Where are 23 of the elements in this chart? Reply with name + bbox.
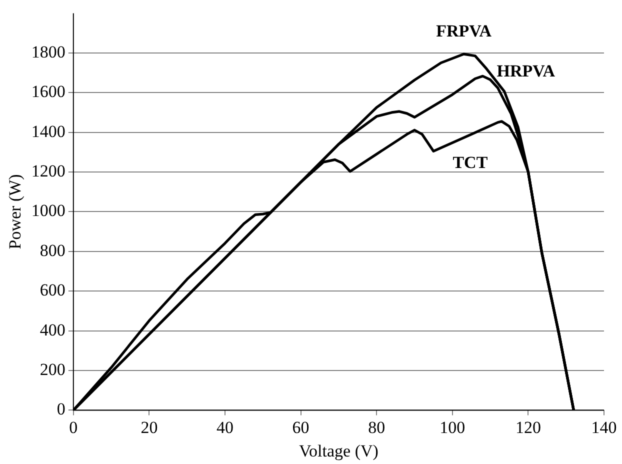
- x-tick-label: 20: [140, 418, 158, 437]
- y-tick-label: 400: [40, 320, 66, 340]
- y-tick-label: 1800: [31, 42, 66, 62]
- x-tick-label: 140: [591, 418, 617, 437]
- y-tick-label: 1600: [31, 82, 66, 102]
- y-axis-title: Power (W): [6, 174, 25, 250]
- x-tick-label: 60: [292, 418, 310, 437]
- series-label: HRPVA: [496, 62, 556, 81]
- y-tick-label: 800: [40, 240, 66, 260]
- x-tick-label: 100: [440, 418, 466, 437]
- series-label: FRPVA: [436, 21, 492, 40]
- x-axis-title: Voltage (V): [298, 441, 378, 460]
- y-tick-label: 200: [40, 360, 66, 379]
- series-label: TCT: [452, 152, 488, 172]
- y-tick-label: 1400: [31, 122, 66, 141]
- x-tick-label: 40: [216, 418, 234, 437]
- y-tick-label: 1200: [31, 161, 66, 180]
- y-tick-label: 0: [56, 400, 66, 419]
- x-tick-label: 0: [69, 418, 78, 437]
- x-tick-label: 120: [515, 418, 541, 437]
- y-tick-label: 600: [40, 280, 66, 300]
- x-tick-label: 80: [368, 418, 386, 437]
- y-tick-label: 1000: [31, 201, 66, 220]
